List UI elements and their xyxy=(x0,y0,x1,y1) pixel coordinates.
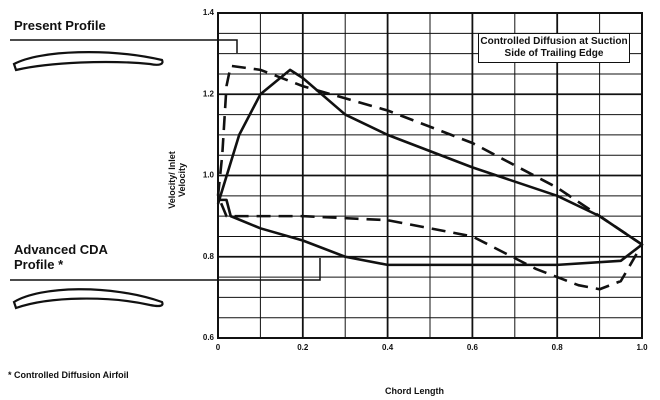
profile-line xyxy=(216,68,644,267)
y-tick-label: 1.4 xyxy=(203,8,215,17)
leader-line xyxy=(10,258,321,281)
x-tick-label: 0.6 xyxy=(467,343,479,352)
footnote: * Controlled Diffusion Airfoil xyxy=(8,370,129,380)
y-tick-label: 0.8 xyxy=(203,252,215,261)
x-axis-label: Chord Length xyxy=(385,386,444,396)
x-tick-label: 1.0 xyxy=(636,343,648,352)
plot-frame xyxy=(217,12,643,339)
x-tick-label: 0.2 xyxy=(297,343,309,352)
y-tick-label: 0.6 xyxy=(203,333,215,342)
airfoil-advanced xyxy=(12,288,164,310)
leader-line xyxy=(10,39,238,53)
series-label: Present Profile xyxy=(14,18,106,33)
y-axis-label: Velocity/ Inlet Velocity xyxy=(167,151,187,209)
y-tick-label: 1.2 xyxy=(203,89,215,98)
x-tick-label: 0.4 xyxy=(382,343,394,352)
series-label: Advanced CDA Profile * xyxy=(14,242,108,272)
annotation: Controlled Diffusion at Suction Side of … xyxy=(478,33,630,63)
x-tick-label: 0 xyxy=(216,343,221,352)
x-tick-label: 0.8 xyxy=(552,343,564,352)
y-tick-label: 1.0 xyxy=(203,171,215,180)
airfoil-present xyxy=(12,51,164,72)
